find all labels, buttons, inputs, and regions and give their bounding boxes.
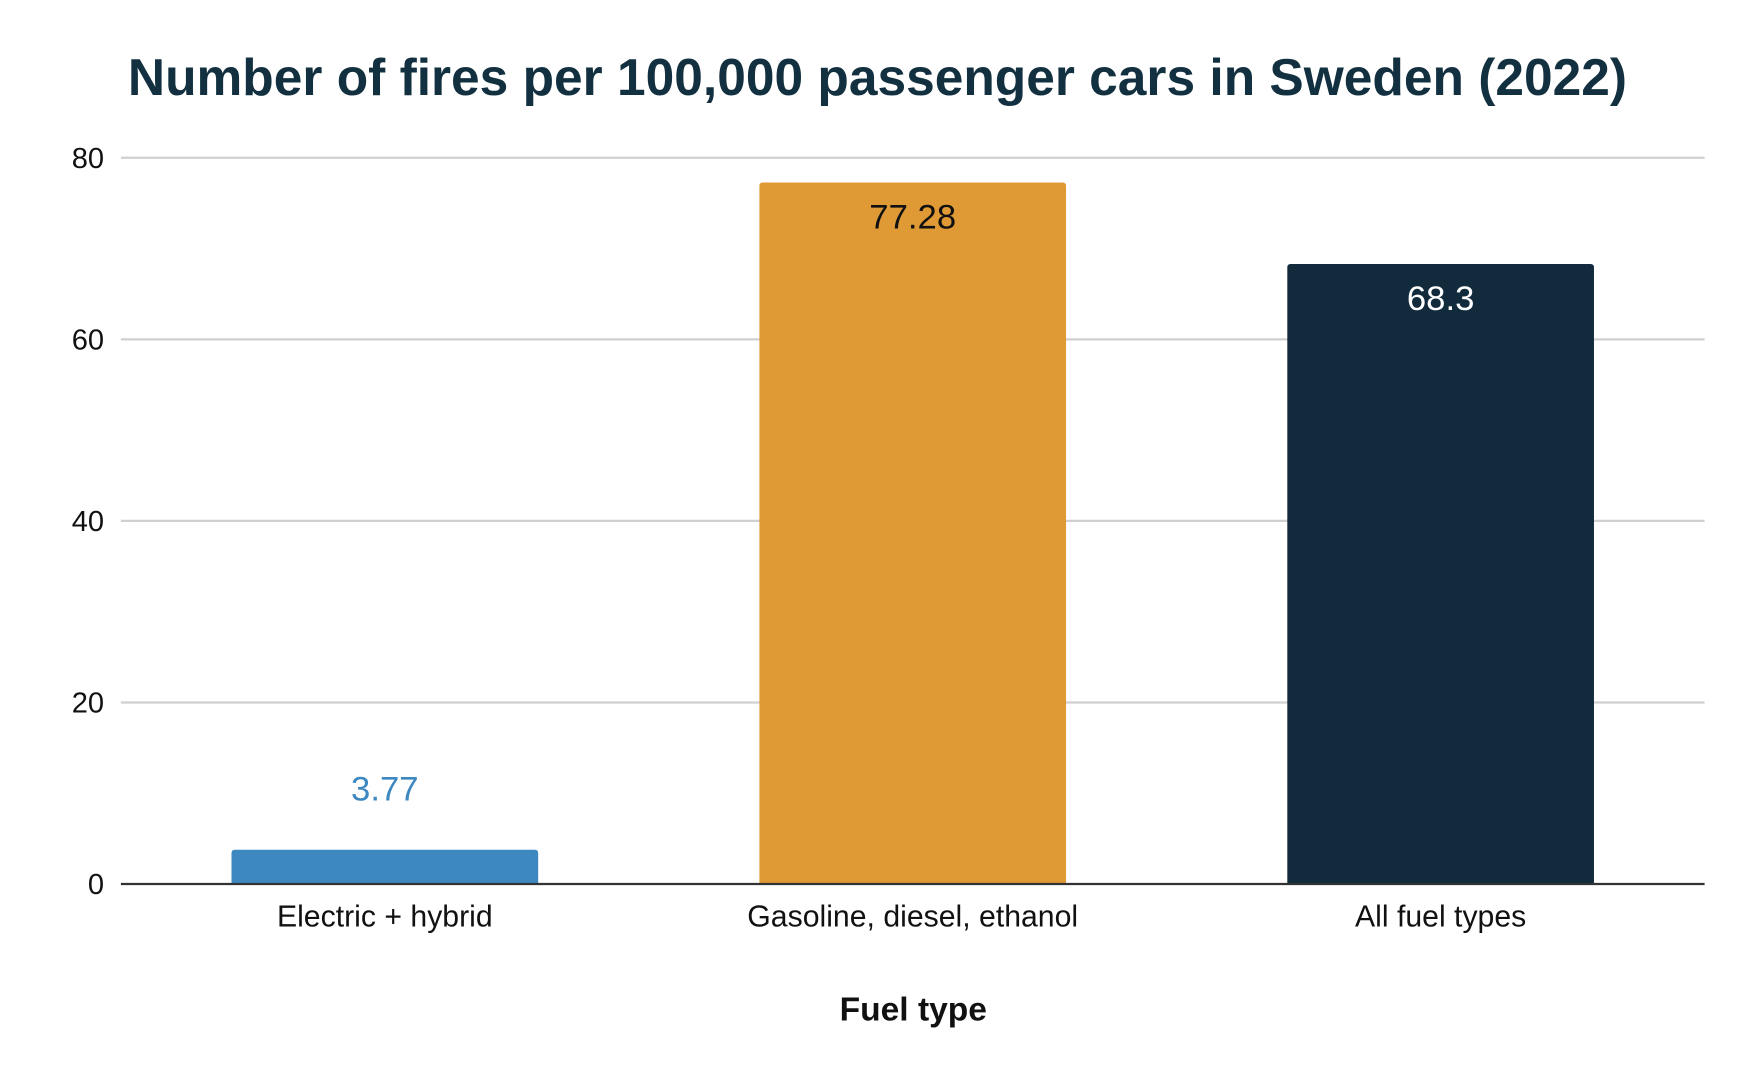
x-axis-title: Fuel type xyxy=(840,992,987,1029)
data-label: 68.3 xyxy=(1407,280,1475,318)
y-tick-label: 40 xyxy=(72,506,104,538)
y-tick-label: 0 xyxy=(88,869,104,901)
x-tick-label: All fuel types xyxy=(1355,901,1526,934)
bars xyxy=(231,182,1594,885)
x-tick-label: Gasoline, diesel, ethanol xyxy=(747,901,1078,934)
x-tick-label: Electric + hybrid xyxy=(277,901,493,934)
bar xyxy=(759,182,1067,885)
y-tick-label: 60 xyxy=(72,324,104,356)
data-label: 3.77 xyxy=(351,771,419,809)
x-axis-ticks: Electric + hybrid Gasoline, diesel, ethan… xyxy=(277,901,1526,934)
chart-title: Number of fires per 100,000 passenger ca… xyxy=(128,48,1627,106)
bar xyxy=(231,849,539,885)
bar xyxy=(1287,263,1594,885)
data-labels: 3.77 77.28 68.3 xyxy=(351,198,1474,808)
data-label: 77.28 xyxy=(869,198,956,236)
y-axis-ticks: 0 20 40 60 80 xyxy=(72,143,104,901)
y-tick-label: 20 xyxy=(72,688,104,720)
y-tick-label: 80 xyxy=(72,143,104,175)
